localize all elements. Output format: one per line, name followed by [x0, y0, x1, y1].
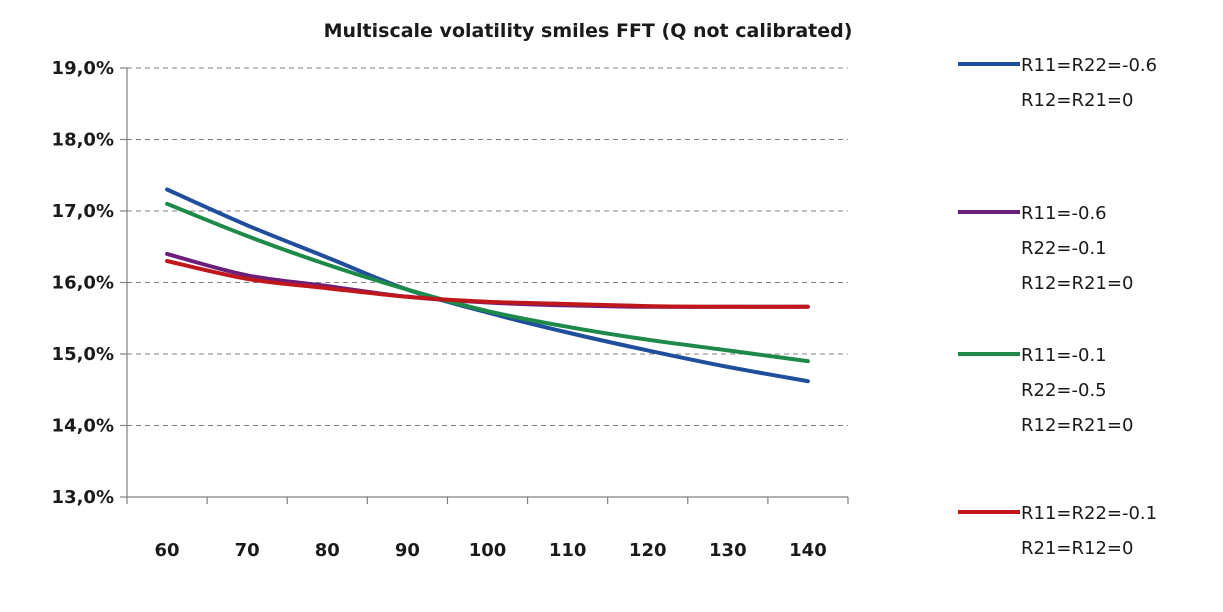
- y-tick-labels: 13,0% 14,0% 15,0% 16,0% 17,0% 18,0% 19,0%: [52, 58, 114, 508]
- x-tick-labels: 60 70 80 90 100 110 120 130 140: [155, 540, 827, 561]
- series-line-3: [165, 201, 810, 364]
- series-line-4: [165, 259, 810, 309]
- y-tick-label: 17,0%: [52, 201, 114, 222]
- legend-label: R11=-0.1: [1021, 345, 1107, 366]
- x-tick-label: 80: [315, 540, 340, 561]
- x-tick-label: 110: [549, 540, 587, 561]
- legend-label: R12=R21=0: [1021, 90, 1133, 111]
- grid-layer: [127, 67, 848, 426]
- x-tick-label: 120: [629, 540, 667, 561]
- legend-entry-4: R11=R22=-0.1 R21=R12=0: [958, 503, 1157, 559]
- x-tick-label: 70: [235, 540, 260, 561]
- x-tick-label: 100: [469, 540, 507, 561]
- x-tick-label: 90: [395, 540, 420, 561]
- axis-layer: [120, 67, 849, 504]
- x-tick-label: 140: [789, 540, 827, 561]
- legend-label: R11=R22=-0.6: [1021, 55, 1157, 76]
- y-tick-label: 13,0%: [52, 487, 114, 508]
- legend-entry-3: R11=-0.1 R22=-0.5 R12=R21=0: [958, 345, 1133, 436]
- x-tick-label: 130: [709, 540, 747, 561]
- chart-title: Multiscale volatility smiles FFT (Q not …: [324, 20, 853, 42]
- legend-label: R12=R21=0: [1021, 273, 1133, 294]
- series-layer: [165, 187, 810, 384]
- y-tick-label: 18,0%: [52, 130, 114, 151]
- legend-label: R11=-0.6: [1021, 203, 1107, 224]
- y-tick-label: 16,0%: [52, 273, 114, 294]
- legend-entry-2: R11=-0.6 R22=-0.1 R12=R21=0: [958, 203, 1133, 294]
- legend-label: R12=R21=0: [1021, 415, 1133, 436]
- legend-label: R11=R22=-0.1: [1021, 503, 1157, 524]
- y-tick-label: 19,0%: [52, 58, 114, 79]
- series-line-1: [165, 187, 810, 384]
- x-tick-label: 60: [155, 540, 180, 561]
- legend: R11=R22=-0.6 R12=R21=0 R11=-0.6 R22=-0.1 R12…: [958, 55, 1157, 559]
- legend-label: R21=R12=0: [1021, 538, 1133, 559]
- legend-label: R22=-0.1: [1021, 238, 1107, 259]
- legend-label: R22=-0.5: [1021, 380, 1107, 401]
- y-tick-label: 14,0%: [52, 416, 114, 437]
- y-tick-label: 15,0%: [52, 344, 114, 365]
- legend-entry-1: R11=R22=-0.6 R12=R21=0: [958, 55, 1157, 111]
